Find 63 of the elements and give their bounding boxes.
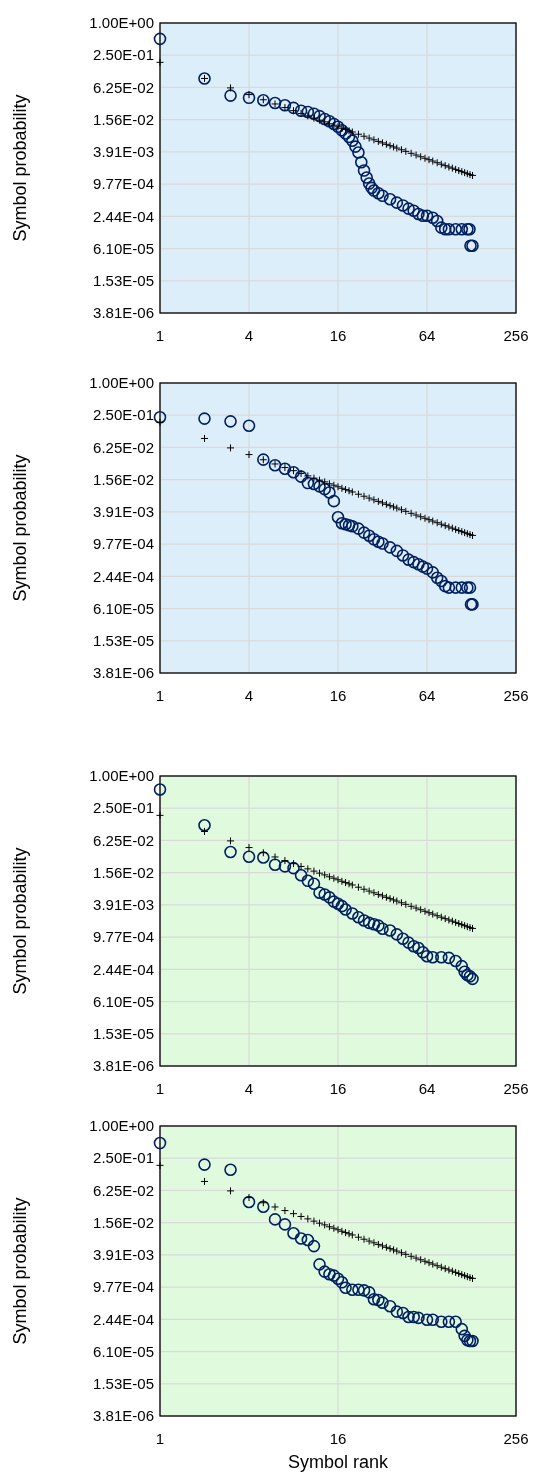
y-tick-label: 3.81E-06 [93, 1407, 154, 1425]
x-tick-label: 1 [155, 1080, 165, 1097]
x-tick-label: 16 [329, 1080, 347, 1097]
y-tick-label: 2.44E-04 [93, 1310, 154, 1328]
y-tick-label: 3.91E-03 [93, 1246, 154, 1264]
y-tick-label: 1.00E+00 [89, 767, 154, 785]
y-tick-label: 3.91E-03 [93, 503, 154, 521]
y-tick-label: 2.50E-01 [93, 406, 154, 424]
y-tick-label: 3.81E-06 [93, 664, 154, 682]
y-tick-label: 9.77E-04 [93, 1278, 154, 1296]
x-tick-label: 256 [503, 687, 529, 704]
y-tick-label: 6.25E-02 [93, 78, 154, 96]
x-axis-title: Symbol rank [287, 1452, 390, 1472]
y-tick-label: 3.81E-06 [93, 1057, 154, 1075]
y-tick-label: 2.50E-01 [93, 1149, 154, 1167]
y-tick-label: 6.10E-05 [93, 239, 154, 257]
x-tick-label: 4 [244, 327, 254, 344]
x-tick-label: 16 [329, 1430, 347, 1447]
x-tick-label: 16 [329, 327, 347, 344]
y-tick-label: 1.56E-02 [93, 863, 154, 881]
y-tick-label: 2.50E-01 [93, 799, 154, 817]
x-tick-label: 4 [244, 687, 254, 704]
y-tick-label: 6.10E-05 [93, 1342, 154, 1360]
y-tick-label: 3.91E-03 [93, 143, 154, 161]
x-tick-label: 256 [503, 1430, 529, 1447]
x-tick-label: 4 [244, 1080, 254, 1097]
y-axis-title: Symbol probability [10, 847, 30, 995]
y-tick-label: 1.53E-05 [93, 632, 154, 650]
y-tick-label: 1.00E+00 [89, 14, 154, 32]
y-tick-label: 6.10E-05 [93, 992, 154, 1010]
x-tick-label: 64 [418, 687, 436, 704]
x-tick-label: 1 [155, 687, 165, 704]
y-tick-label: 9.77E-04 [93, 535, 154, 553]
x-tick-label: 64 [418, 1080, 436, 1097]
x-tick-label: 1 [155, 1430, 165, 1447]
y-tick-label: 6.25E-02 [93, 438, 154, 456]
y-tick-label: 2.50E-01 [93, 46, 154, 64]
y-axis-title: Symbol probability [10, 1197, 30, 1345]
x-tick-label: 256 [503, 327, 529, 344]
y-tick-label: 2.44E-04 [93, 960, 154, 978]
y-tick-label: 2.44E-04 [93, 207, 154, 225]
x-tick-label: 64 [418, 327, 436, 344]
x-tick-label: 16 [329, 687, 347, 704]
y-tick-label: 6.25E-02 [93, 1181, 154, 1199]
y-tick-label: 1.53E-05 [93, 272, 154, 290]
y-tick-label: 1.56E-02 [93, 110, 154, 128]
x-tick-label: 1 [155, 327, 165, 344]
y-tick-label: 6.10E-05 [93, 599, 154, 617]
y-tick-label: 3.91E-03 [93, 896, 154, 914]
y-tick-label: 1.53E-05 [93, 1025, 154, 1043]
y-tick-label: 3.81E-06 [93, 304, 154, 322]
y-tick-label: 1.00E+00 [89, 374, 154, 392]
y-tick-label: 9.77E-04 [93, 175, 154, 193]
y-axis-title: Symbol probability [10, 454, 30, 602]
y-tick-label: 6.25E-02 [93, 831, 154, 849]
y-tick-label: 1.53E-05 [93, 1375, 154, 1393]
y-axis-title: Symbol probability [10, 94, 30, 242]
x-tick-label: 256 [503, 1080, 529, 1097]
y-tick-label: 9.77E-04 [93, 928, 154, 946]
y-tick-label: 1.56E-02 [93, 470, 154, 488]
y-tick-label: 1.56E-02 [93, 1213, 154, 1231]
y-tick-label: 1.00E+00 [89, 1117, 154, 1135]
y-tick-label: 2.44E-04 [93, 567, 154, 585]
